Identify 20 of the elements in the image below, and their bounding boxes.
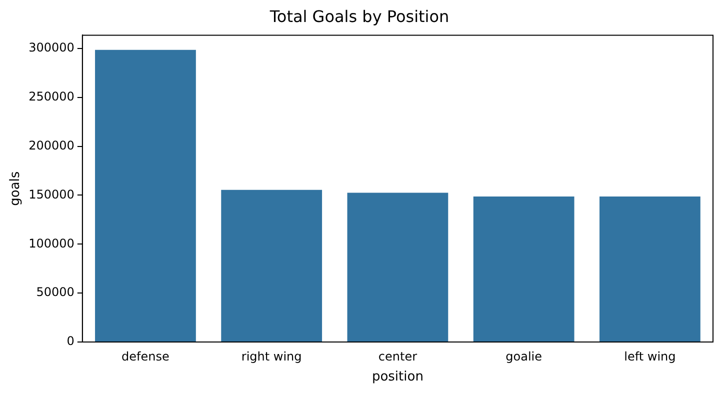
x-tick-label: right wing xyxy=(241,349,302,364)
bar xyxy=(221,190,322,342)
bar xyxy=(347,192,448,342)
x-tick-label: center xyxy=(378,349,418,364)
y-tick-label: 300000 xyxy=(28,40,74,55)
x-tick-label: goalie xyxy=(506,349,542,364)
x-axis-title: position xyxy=(372,370,424,385)
bar xyxy=(599,196,700,342)
x-tick-label: left wing xyxy=(624,349,676,364)
bar xyxy=(95,50,196,342)
y-tick-label: 100000 xyxy=(28,236,74,250)
x-tick-label: defense xyxy=(122,349,170,364)
chart-title: Total Goals by Position xyxy=(268,6,450,26)
y-tick-label: 0 xyxy=(66,334,74,348)
y-tick-label: 200000 xyxy=(28,138,74,152)
y-tick-label: 250000 xyxy=(28,89,74,104)
y-axis-title: goals xyxy=(8,171,24,206)
bar xyxy=(473,196,574,342)
y-tick-label: 150000 xyxy=(28,187,74,202)
y-tick-label: 50000 xyxy=(36,285,74,300)
